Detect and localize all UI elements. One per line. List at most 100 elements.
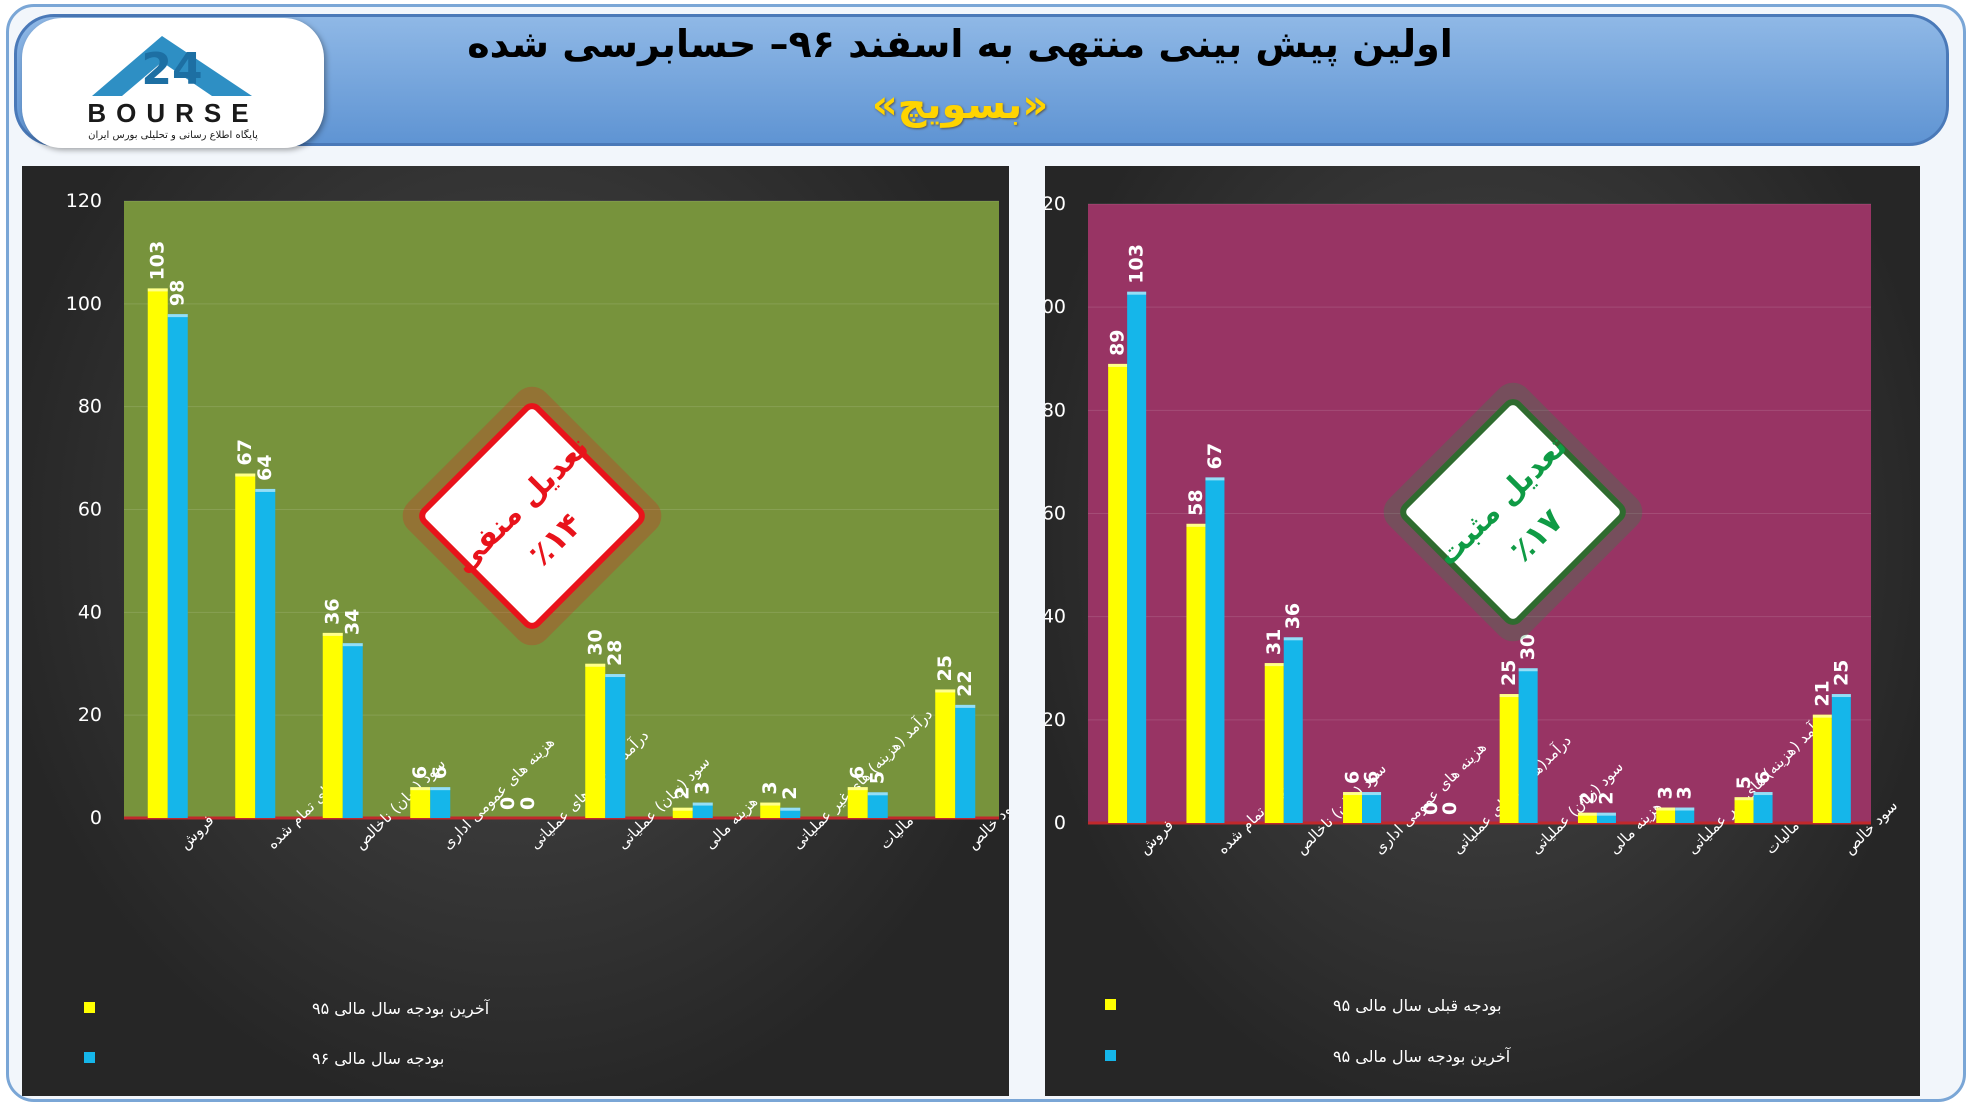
data-label: 0 xyxy=(497,797,519,810)
bar-top xyxy=(605,674,626,678)
bar-top xyxy=(1283,637,1303,641)
data-label: 6 xyxy=(1752,771,1774,784)
header-bar xyxy=(14,14,1949,146)
y-tick-label: 20 xyxy=(78,704,102,726)
data-label: 25 xyxy=(1498,660,1520,686)
chart-right: 02040608010012089103فروش5867بهای تمام شد… xyxy=(1045,193,1901,1067)
data-label: 30 xyxy=(584,629,606,655)
legend-label: آخرین بودجه سال مالی ۹۵ xyxy=(1333,1047,1512,1067)
bar xyxy=(147,288,168,818)
data-label: 3 xyxy=(759,781,781,794)
legend-label: آخرین بودجه سال مالی ۹۵ xyxy=(312,999,491,1019)
bar-top xyxy=(1753,792,1773,796)
bar-top xyxy=(672,807,693,811)
logo-mark-text: 24 xyxy=(141,44,202,95)
bar xyxy=(1283,637,1303,823)
bar xyxy=(410,787,431,818)
bar-top xyxy=(322,632,343,636)
data-label: 67 xyxy=(1204,443,1226,469)
data-label: 36 xyxy=(322,598,344,624)
legend-swatch xyxy=(1105,1050,1116,1061)
bar-top xyxy=(255,488,276,492)
data-label: 3 xyxy=(692,781,714,794)
data-label: 0 xyxy=(1420,802,1442,815)
bar-top xyxy=(1518,668,1538,672)
bar xyxy=(1675,807,1695,823)
data-label: 6 xyxy=(409,766,431,779)
chart-panel-left: 0 20 40 60 80 100 120 103 98 فروش 67 64 بهای تمام شد… xyxy=(22,166,1009,1096)
bar xyxy=(1343,792,1363,823)
bar xyxy=(1812,714,1832,823)
data-label: 6 xyxy=(847,766,869,779)
bar xyxy=(322,632,343,818)
y-tick-label: 80 xyxy=(1045,399,1066,421)
y-tick-label: 20 xyxy=(1045,709,1066,731)
data-label: 36 xyxy=(1282,603,1304,629)
y-tick-label: 100 xyxy=(66,293,102,315)
adjustment-badge: تعدیل مثبت٪۱۷ xyxy=(1383,382,1643,642)
data-label: 3 xyxy=(1674,786,1696,799)
bar xyxy=(342,643,363,818)
bar xyxy=(672,807,693,818)
y-tick-label: 120 xyxy=(1045,193,1066,215)
y-tick-label: 60 xyxy=(78,499,102,521)
bar xyxy=(255,488,276,818)
adjustment-badge: تعدیل منفی٪۱۴ xyxy=(402,386,662,646)
bar xyxy=(167,314,188,818)
data-label: 0 xyxy=(1439,802,1461,815)
bar-top xyxy=(1205,477,1225,481)
bar-top xyxy=(430,787,451,791)
bar-top xyxy=(1499,694,1519,698)
bar-top xyxy=(1343,792,1363,796)
data-label: 2 xyxy=(672,786,694,799)
data-label: 5 xyxy=(867,771,889,784)
y-tick-label: 40 xyxy=(78,601,102,623)
badge-box xyxy=(1400,399,1626,625)
bar xyxy=(692,802,713,818)
bar xyxy=(955,704,976,818)
bar-top xyxy=(847,787,868,791)
bar-top xyxy=(1577,812,1597,816)
bar-top xyxy=(147,288,168,292)
bar-top xyxy=(1362,792,1382,796)
bar-top xyxy=(692,802,713,806)
legend-swatch xyxy=(84,1002,95,1013)
bar xyxy=(1831,694,1851,823)
data-label: 5 xyxy=(1733,776,1755,789)
bar xyxy=(1499,694,1519,823)
bar xyxy=(1205,477,1225,823)
data-label: 2 xyxy=(779,786,801,799)
data-label: 64 xyxy=(254,454,276,480)
bar xyxy=(935,689,956,818)
y-tick-label: 120 xyxy=(66,190,102,212)
bar-top xyxy=(1264,663,1284,667)
badge-box xyxy=(419,403,645,629)
bar-top xyxy=(167,314,188,318)
badge-glow xyxy=(402,386,662,646)
data-label: 2 xyxy=(1595,791,1617,804)
bar xyxy=(1108,363,1128,823)
data-label: 6 xyxy=(429,766,451,779)
bar xyxy=(1734,797,1754,823)
logo-mark-icon: 24 xyxy=(92,36,252,96)
bar-top xyxy=(1734,797,1754,801)
data-label: 103 xyxy=(147,241,169,281)
data-label: 58 xyxy=(1185,489,1207,515)
data-label: 6 xyxy=(1342,771,1364,784)
bar xyxy=(1577,812,1597,823)
y-tick-label: 40 xyxy=(1045,606,1066,628)
bar xyxy=(1186,523,1206,823)
bar-top xyxy=(235,473,256,477)
y-tick-label: 100 xyxy=(1045,296,1066,318)
legend-swatch xyxy=(1105,999,1116,1010)
data-label: 67 xyxy=(234,439,256,465)
y-tick-label: 80 xyxy=(78,396,102,418)
data-label: 25 xyxy=(1830,660,1852,686)
data-label: 34 xyxy=(342,609,364,635)
data-label: 98 xyxy=(167,280,189,306)
bar xyxy=(847,787,868,818)
logo-subtitle: پایگاه اطلاع رسانی و تحلیلی بورس ایران xyxy=(88,130,258,141)
bar-top xyxy=(760,802,781,806)
logo: 24 BOURSE پایگاه اطلاع رسانی و تحلیلی بو… xyxy=(22,18,324,148)
bar xyxy=(1264,663,1284,823)
